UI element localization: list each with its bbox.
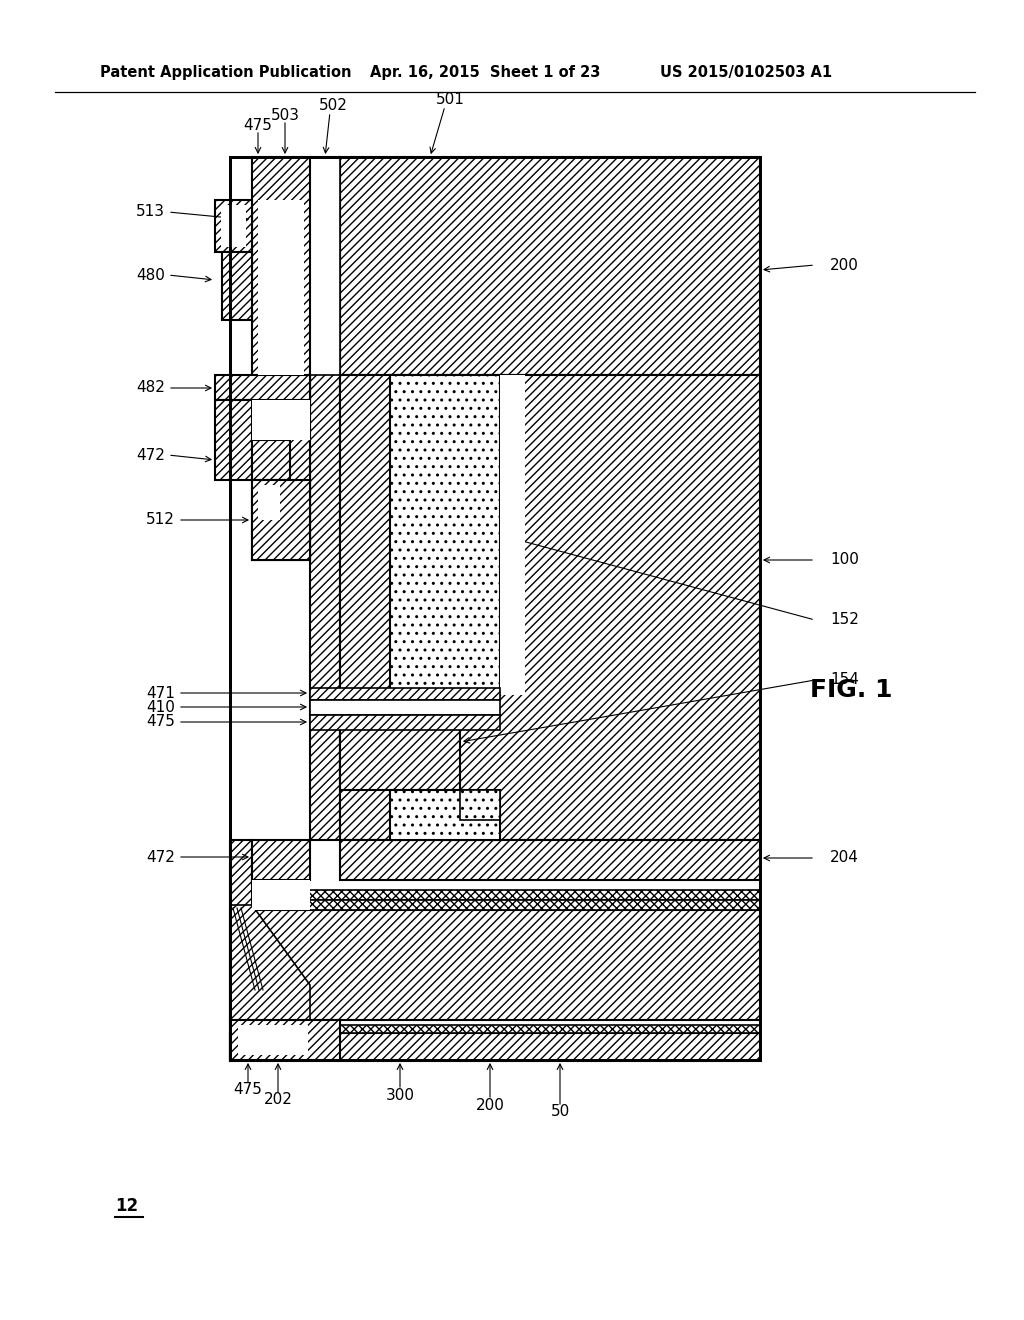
Text: 202: 202 [263, 1093, 293, 1107]
Bar [252, 480, 310, 560]
Bar [340, 840, 760, 880]
Bar [222, 252, 252, 319]
Bar [252, 840, 310, 880]
Text: 200: 200 [830, 257, 859, 272]
Text: 480: 480 [136, 268, 165, 282]
Bar [258, 484, 280, 520]
Bar [310, 715, 500, 730]
Bar [310, 157, 340, 840]
Bar [230, 1020, 340, 1060]
Bar [230, 1026, 760, 1034]
Text: FIG. 1: FIG. 1 [810, 678, 893, 702]
Text: 100: 100 [830, 553, 859, 568]
Bar [258, 201, 304, 375]
Text: 503: 503 [270, 107, 299, 123]
Text: 472: 472 [146, 850, 175, 865]
Text: Patent Application Publication: Patent Application Publication [100, 65, 351, 81]
Text: 482: 482 [136, 380, 165, 396]
Text: 154: 154 [830, 672, 859, 688]
Text: 12: 12 [115, 1197, 138, 1214]
Text: 200: 200 [475, 1097, 505, 1113]
Bar [230, 909, 760, 1020]
Bar [340, 157, 760, 375]
Bar [230, 900, 760, 909]
Text: 512: 512 [146, 512, 175, 528]
Bar [252, 157, 310, 201]
Bar [252, 440, 290, 480]
Text: 152: 152 [830, 612, 859, 627]
Bar [390, 375, 500, 696]
Bar [252, 157, 310, 560]
Bar [230, 157, 760, 1060]
Text: 475: 475 [146, 714, 175, 730]
Bar [340, 375, 760, 840]
Text: US 2015/0102503 A1: US 2015/0102503 A1 [660, 65, 833, 81]
Bar [230, 890, 760, 900]
Bar [221, 205, 246, 247]
Bar [460, 789, 500, 820]
Text: 475: 475 [233, 1082, 262, 1097]
Polygon shape [230, 906, 310, 1020]
Bar [252, 880, 310, 909]
Bar [310, 700, 500, 715]
Bar [310, 688, 500, 700]
Text: 204: 204 [830, 850, 859, 866]
Bar [390, 789, 500, 840]
Bar [215, 201, 252, 252]
Text: 513: 513 [136, 205, 165, 219]
Bar [340, 696, 460, 789]
Text: 475: 475 [244, 117, 272, 132]
Text: 501: 501 [435, 92, 465, 107]
Text: 410: 410 [146, 700, 175, 714]
Text: Apr. 16, 2015  Sheet 1 of 23: Apr. 16, 2015 Sheet 1 of 23 [370, 65, 600, 81]
Text: 502: 502 [318, 99, 347, 114]
Bar [500, 375, 525, 696]
Bar [310, 157, 340, 375]
Bar [215, 400, 252, 480]
Bar [230, 840, 252, 1060]
Bar [238, 1026, 308, 1055]
Text: 472: 472 [136, 447, 165, 462]
Text: 50: 50 [550, 1105, 569, 1119]
Text: 471: 471 [146, 685, 175, 701]
Bar [230, 1034, 760, 1061]
Text: 300: 300 [385, 1088, 415, 1102]
Bar [252, 400, 310, 440]
Bar [215, 375, 310, 400]
